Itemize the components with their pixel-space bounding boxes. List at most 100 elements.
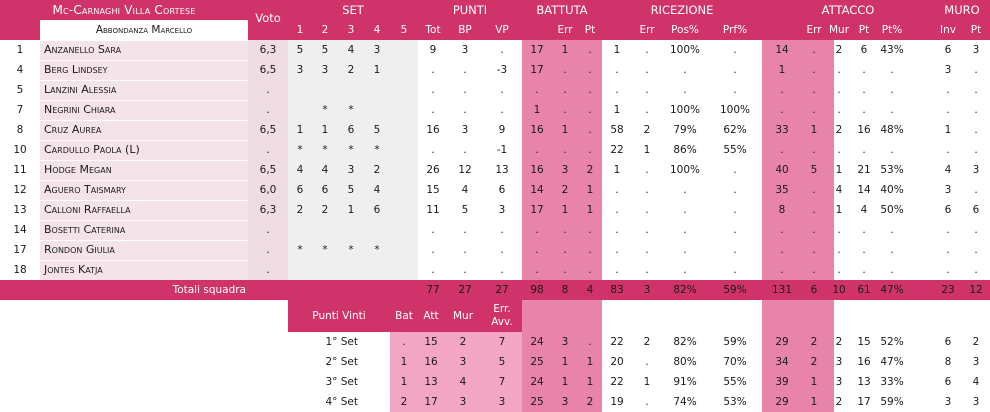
stat-a-ptp: 40% xyxy=(880,184,904,196)
total-a-ptp: 47% xyxy=(880,284,904,296)
set-row: 2° Set 1 16 3 5 25 1 1 20. 80% 70% 34 2 3 16 47% 8 3 xyxy=(0,352,990,372)
stat-r-pos: 86% xyxy=(673,144,697,156)
player-row: 5 Lanzini Alessia.................. xyxy=(0,80,990,100)
stat-tot: . xyxy=(431,244,435,256)
stat-s5 xyxy=(390,180,418,200)
player-number: 13 xyxy=(13,204,27,216)
stat-m-inv: . xyxy=(946,84,950,96)
stat-a-mur: . xyxy=(837,64,841,76)
set-stat-b-pt: 2 xyxy=(586,396,594,408)
player-number: 4 xyxy=(16,64,24,76)
stat-a-err: . xyxy=(812,84,816,96)
player-number: 17 xyxy=(13,244,27,256)
set-points-bat: . xyxy=(402,336,406,348)
stat-r-err: . xyxy=(645,204,649,216)
stat-tot: . xyxy=(431,144,435,156)
set-label: 2° Set xyxy=(325,356,358,368)
stat-s5 xyxy=(390,220,418,240)
stat-a-ptp: . xyxy=(890,144,894,156)
name-cell-bg xyxy=(40,201,248,220)
total-m-inv: 23 xyxy=(941,284,955,296)
set-stat-a-mur: 2 xyxy=(835,396,843,408)
stat-r-pos: . xyxy=(683,264,687,276)
player-name: Cruz Aurea xyxy=(44,123,102,136)
player-row: 13 Calloni Raffaella 6,3 2 2 1 6 11 5 3 17 1 1.... 8.… xyxy=(0,200,990,220)
player-vote: 6,5 xyxy=(259,164,277,176)
stat-s3: * xyxy=(348,244,354,256)
stat-m-inv: 3 xyxy=(944,184,952,196)
stat-m-pt: . xyxy=(974,124,978,136)
set-stat-r-err: 1 xyxy=(643,376,651,388)
stat-a-pt: 21 xyxy=(857,164,871,176)
name-cell-bg xyxy=(40,261,248,280)
voto-header: Voto xyxy=(255,11,281,25)
set-stat-m-pt: 3 xyxy=(972,356,980,368)
stat-b-tot: . xyxy=(535,144,539,156)
stat-a-err: . xyxy=(812,104,816,116)
stat-s5 xyxy=(390,240,418,260)
set-stat-r-pos: 82% xyxy=(673,336,697,348)
stat-m-inv: . xyxy=(946,264,950,276)
coach-name: Abbondanza Marcello xyxy=(95,24,193,36)
stat-vp: 9 xyxy=(498,124,506,136)
set-stat-b-err: 1 xyxy=(561,356,569,368)
stat-a-pt: 14 xyxy=(857,184,871,196)
player-name: Cardullo Paola (L) xyxy=(44,143,140,156)
set-stat-m-inv: 3 xyxy=(944,396,952,408)
stat-b-err: . xyxy=(563,264,567,276)
sets-header-row: Punti Vinti Bat Att Mur Err. Avv. xyxy=(0,300,990,332)
stat-vp: 13 xyxy=(495,164,509,176)
set-label: 3° Set xyxy=(325,376,358,388)
stat-b-tot: . xyxy=(535,244,539,256)
muro-header: MURO xyxy=(944,3,980,17)
player-row: 1 Anzanello Sara 6,3 5 5 4 3 9 3. 17 1. 1. 100%. 14. 2… xyxy=(0,40,990,60)
stat-tot: 15 xyxy=(426,184,440,196)
stat-b-err: . xyxy=(563,144,567,156)
stat-bp: . xyxy=(463,144,467,156)
player-row: 10 Cardullo Paola (L). * * * *.. -1... 22 1 86% 55… xyxy=(0,140,990,160)
stat-r-err: . xyxy=(645,84,649,96)
set-points-bat: 2 xyxy=(400,396,408,408)
sets-header-mur: Mur xyxy=(452,310,474,322)
stat-r-prf: . xyxy=(733,64,737,76)
stat-s4 xyxy=(364,100,390,120)
stat-s4: 5 xyxy=(373,124,381,136)
stat-s5 xyxy=(390,60,418,80)
set-stat-r-pos: 74% xyxy=(673,396,697,408)
stat-s1: * xyxy=(297,244,303,256)
set-stat-m-pt: 2 xyxy=(972,336,980,348)
stat-m-pt: . xyxy=(974,264,978,276)
stat-s4 xyxy=(364,260,390,280)
name-cell-bg xyxy=(40,241,248,260)
stat-a-ptp: . xyxy=(890,104,894,116)
name-cell-bg xyxy=(40,221,248,240)
set-5-header: 5 xyxy=(400,24,408,36)
stat-a-err: 1 xyxy=(810,124,818,136)
stat-s4: 4 xyxy=(373,184,381,196)
sets-points-column xyxy=(390,332,522,412)
set-stat-r-prf: 59% xyxy=(723,336,747,348)
stat-a-pt: 6 xyxy=(860,44,868,56)
player-vote: 6,0 xyxy=(259,184,277,196)
attacco-column xyxy=(762,40,834,280)
stat-vp: . xyxy=(500,244,504,256)
stat-tot: 16 xyxy=(426,124,440,136)
stat-b-tot: . xyxy=(535,264,539,276)
stat-a-mur: . xyxy=(837,104,841,116)
set-stat-b-err: 3 xyxy=(561,396,569,408)
set-4-header: 4 xyxy=(373,24,381,36)
stat-s1: 2 xyxy=(296,204,304,216)
stat-a-err: . xyxy=(812,224,816,236)
battuta-header: BATTUTA xyxy=(536,3,588,17)
stat-r-pos: 100% xyxy=(669,104,701,116)
stat-s5 xyxy=(390,100,418,120)
stat-s3: 1 xyxy=(347,204,355,216)
stat-r-tot: 1 xyxy=(613,44,621,56)
player-name: Anzanello Sara xyxy=(44,43,122,56)
stat-a-tot: . xyxy=(780,84,784,96)
stat-r-pos: . xyxy=(683,204,687,216)
set-stat-m-pt: 4 xyxy=(972,376,980,388)
set-stat-r-prf: 53% xyxy=(723,396,747,408)
stat-s3 xyxy=(338,260,364,280)
set-stat-m-inv: 6 xyxy=(944,376,952,388)
